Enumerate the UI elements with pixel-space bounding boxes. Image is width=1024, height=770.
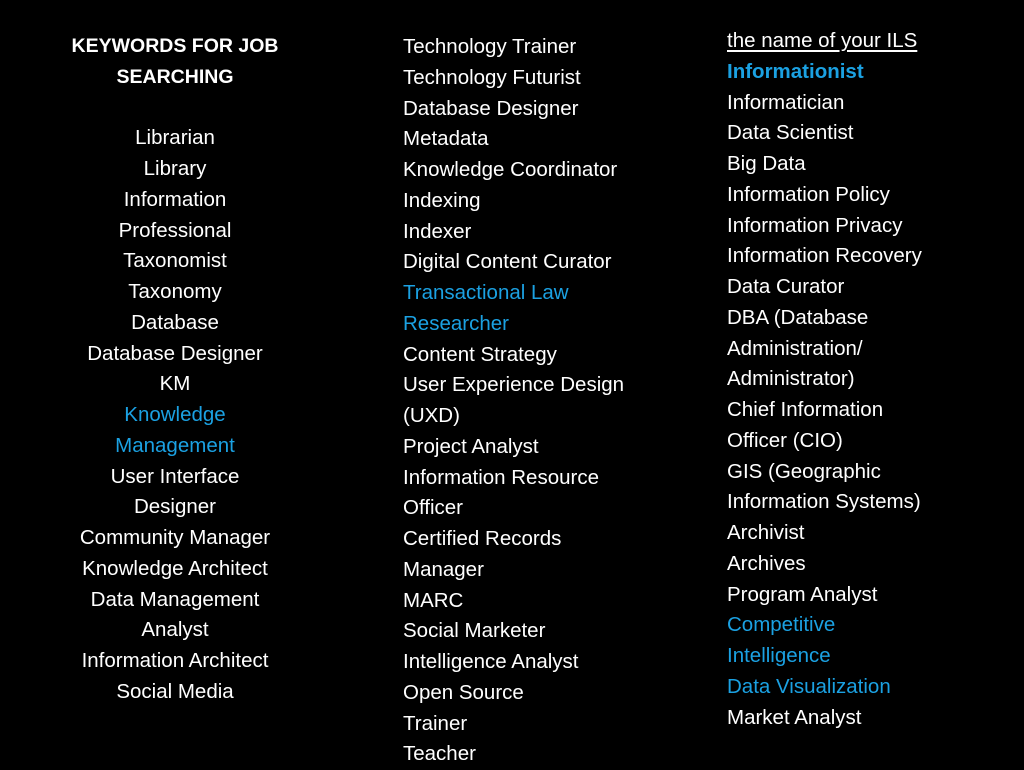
keyword-item: (UXD) xyxy=(403,404,460,427)
keyword-item: Archivist xyxy=(727,521,805,544)
keyword-item: Analyst xyxy=(141,618,209,642)
keyword-item: Information Systems) xyxy=(727,490,921,514)
keyword-item: Manager xyxy=(403,557,484,581)
spacer xyxy=(40,93,310,124)
keyword-item: Community Manager xyxy=(79,526,271,549)
keyword-item: KM xyxy=(159,372,191,396)
keyword-item: Taxonomist xyxy=(123,249,227,273)
keyword-item: Database Designer xyxy=(403,96,579,120)
keyword-item: Transactional Law xyxy=(403,281,569,304)
keyword-item: Data Visualization xyxy=(727,674,891,698)
keyword-item: Professional xyxy=(118,218,232,242)
keyword-item: Indexing xyxy=(403,188,481,212)
keyword-item: User Interface xyxy=(110,464,240,488)
keyword-item: Intelligence Analyst xyxy=(403,650,579,673)
keyword-item: Taxonomy xyxy=(128,280,222,303)
keyword-item: Designer xyxy=(133,495,217,519)
keywords-column-2: Technology Trainer Technology Futurist Dat… xyxy=(403,32,624,770)
heading-line: KEYWORDS FOR JOB xyxy=(71,35,279,57)
keyword-item: Knowledge Coordinator xyxy=(403,158,618,181)
keyword-item: Database xyxy=(131,310,219,334)
keyword-item: DBA (Database xyxy=(727,305,869,329)
keyword-item: Data Curator xyxy=(727,275,845,298)
keyword-item: Information Recovery xyxy=(727,244,922,268)
keyword-item: Officer (CIO) xyxy=(727,428,843,452)
keyword-item: Officer xyxy=(403,496,463,520)
keyword-item: Database Designer xyxy=(87,341,263,365)
keyword-item: MARC xyxy=(403,588,464,612)
keywords-column-1: KEYWORDS FOR JOB SEARCHING Librarian Libr… xyxy=(40,31,310,708)
keyword-item: Management xyxy=(115,433,235,457)
keyword-item: Library xyxy=(143,157,207,180)
keyword-item: Intelligence xyxy=(727,644,831,667)
keyword-item: Technology Futurist xyxy=(403,65,581,89)
keyword-item: Certified Records xyxy=(403,527,562,550)
keyword-item: Informatician xyxy=(727,90,845,114)
keyword-item: Knowledge Architect xyxy=(82,556,268,580)
keyword-item: Archives xyxy=(727,551,806,575)
keyword-item: GIS (Geographic xyxy=(727,459,881,483)
keyword-item: Project Analyst xyxy=(403,434,539,458)
keyword-item: Market Analyst xyxy=(727,705,862,729)
keyword-item: Trainer xyxy=(403,711,468,735)
keyword-item: Informationist xyxy=(727,59,864,83)
keyword-item: Data Scientist xyxy=(727,121,854,145)
keyword-item: Data Management xyxy=(90,587,260,611)
keyword-item: Metadata xyxy=(403,127,489,151)
keyword-item: Open Source xyxy=(403,680,524,704)
keyword-item: Social Marketer xyxy=(403,619,546,643)
keyword-item: Knowledge xyxy=(124,403,226,426)
keyword-item: Big Data xyxy=(727,152,806,175)
keyword-item: Information Resource xyxy=(403,465,599,489)
keyword-item: Social Media xyxy=(116,679,234,703)
keyword-item: Chief Information xyxy=(727,398,884,421)
keyword-item: Competitive xyxy=(727,613,836,637)
keyword-item: Content Strategy xyxy=(403,342,557,366)
keyword-item: Information Architect xyxy=(81,649,269,672)
keyword-item: User Experience Design xyxy=(403,373,625,397)
keyword-item: Administrator) xyxy=(727,367,855,391)
keyword-item: Administration/ xyxy=(727,336,863,360)
keyword-item: Program Analyst xyxy=(727,582,878,606)
keyword-item: Technology Trainer xyxy=(403,35,577,58)
keyword-item: Information xyxy=(123,187,227,211)
keyword-item: Librarian xyxy=(135,126,215,150)
keyword-item: Information Privacy xyxy=(727,213,903,237)
keyword-item: Information Policy xyxy=(727,182,890,206)
keywords-column-3: the name of your ILS Informationist Inform… xyxy=(727,26,922,733)
heading-line: SEARCHING xyxy=(116,65,234,88)
keyword-item: Digital Content Curator xyxy=(403,250,612,274)
keyword-item: the name of your ILS xyxy=(727,29,918,52)
keyword-item: Researcher xyxy=(403,311,509,335)
keyword-item: Teacher xyxy=(403,742,476,766)
keyword-item: Indexer xyxy=(403,219,472,243)
